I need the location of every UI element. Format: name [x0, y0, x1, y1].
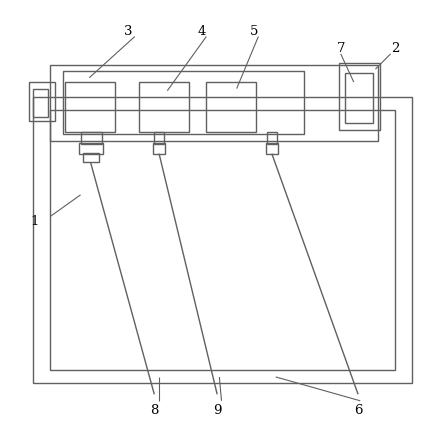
Text: 8: 8	[150, 403, 159, 416]
Bar	[153, 144, 165, 154]
Text: 7: 7	[337, 42, 345, 55]
Bar	[267, 132, 276, 145]
Text: 3: 3	[124, 24, 132, 37]
Bar	[50, 111, 395, 371]
Bar	[154, 132, 164, 145]
Bar	[81, 132, 102, 145]
Bar	[33, 89, 48, 118]
Bar	[206, 83, 256, 133]
Bar	[50, 66, 377, 141]
Text: 9: 9	[213, 403, 222, 416]
Text: 2: 2	[391, 42, 399, 55]
Text: 6: 6	[354, 403, 362, 416]
Bar	[266, 144, 278, 154]
Bar	[83, 153, 99, 163]
Bar	[345, 74, 373, 124]
Text: 5: 5	[250, 24, 258, 37]
Bar	[139, 83, 189, 133]
Bar	[28, 83, 54, 122]
Text: 1: 1	[31, 215, 39, 228]
Bar	[63, 72, 304, 135]
Bar	[79, 144, 103, 154]
Bar	[33, 98, 412, 384]
Bar	[338, 63, 380, 131]
Bar	[66, 83, 115, 133]
Text: 4: 4	[198, 24, 206, 37]
